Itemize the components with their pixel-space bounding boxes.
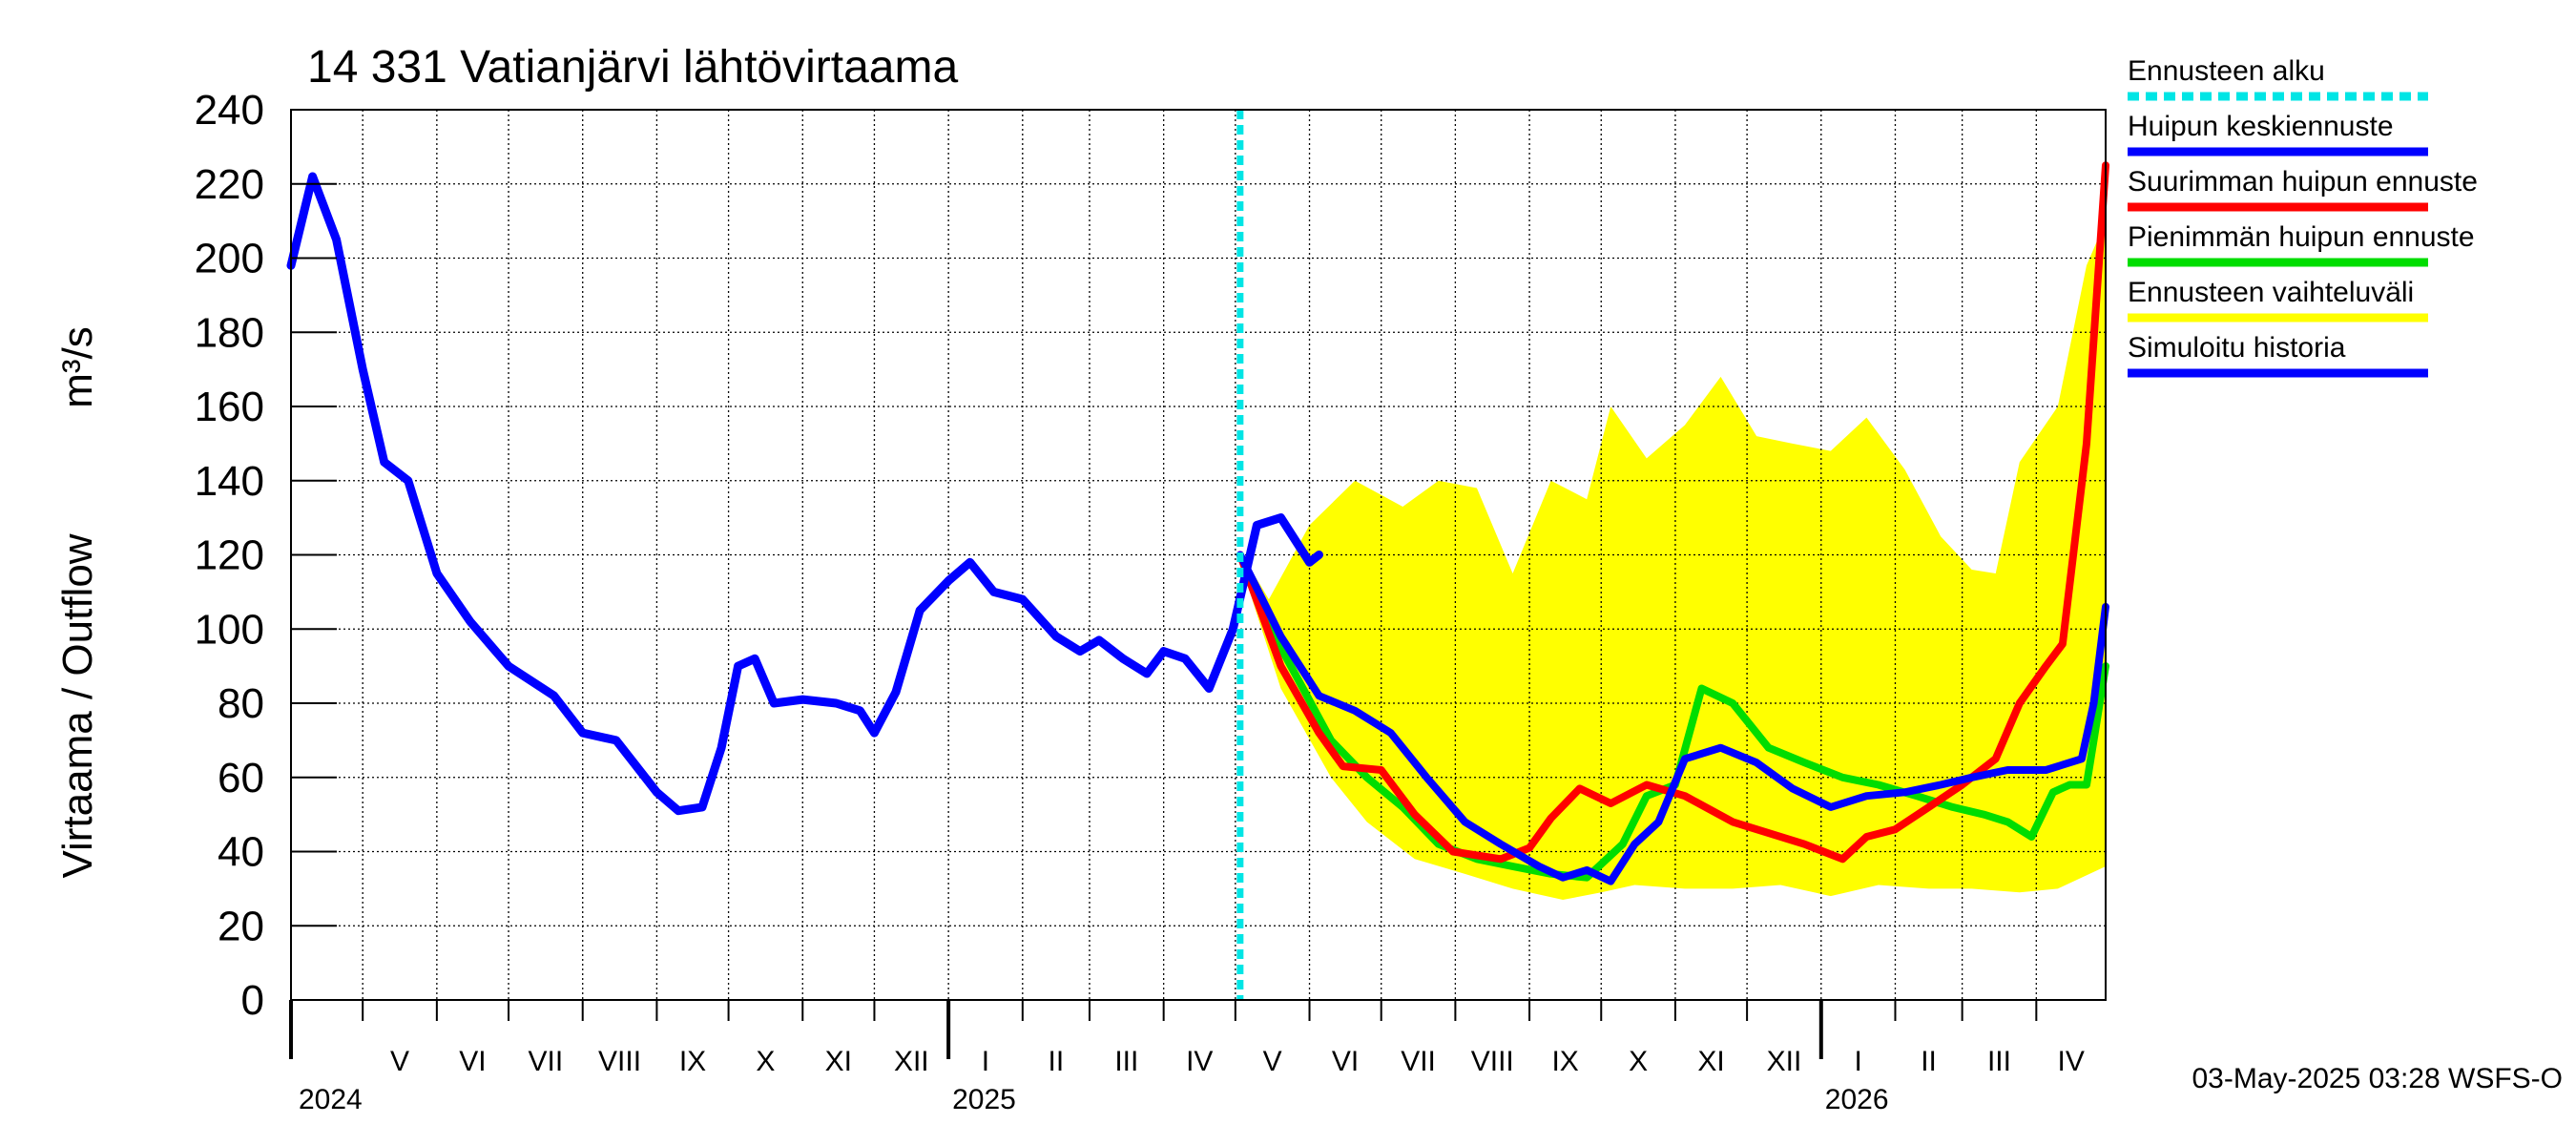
y-axis-label: Virtaama / Outflow	[54, 533, 101, 878]
month-label: XII	[894, 1046, 929, 1077]
y-tick-label: 0	[241, 977, 264, 1024]
legend-label: Ennusteen alku	[2128, 55, 2325, 87]
month-label: I	[1854, 1046, 1861, 1077]
y-tick-label: 60	[218, 755, 264, 802]
month-label: X	[1629, 1046, 1648, 1077]
month-label: III	[1987, 1046, 2011, 1077]
month-label: VII	[1401, 1046, 1436, 1077]
month-label: V	[1263, 1046, 1282, 1077]
legend-label: Ennusteen vaihteluväli	[2128, 277, 2414, 308]
legend-label: Suurimman huipun ennuste	[2128, 166, 2478, 198]
month-label: VI	[1332, 1046, 1359, 1077]
legend-label: Simuloitu historia	[2128, 332, 2346, 364]
y-tick-label: 20	[218, 903, 264, 949]
month-label: XI	[1697, 1046, 1724, 1077]
y-axis-unit: m³/s	[54, 326, 101, 408]
month-label: V	[390, 1046, 409, 1077]
plot-frame	[290, 109, 2107, 1001]
y-tick-label: 240	[195, 87, 264, 134]
month-label: VI	[459, 1046, 486, 1077]
y-tick-label: 180	[195, 309, 264, 356]
month-label: IX	[679, 1046, 706, 1077]
month-label: IX	[1551, 1046, 1578, 1077]
month-label: XII	[1767, 1046, 1802, 1077]
year-label: 2025	[952, 1084, 1016, 1115]
month-label: VIII	[1471, 1046, 1514, 1077]
month-label: II	[1921, 1046, 1937, 1077]
chart-title: 14 331 Vatianjärvi lähtövirtaama	[307, 42, 958, 93]
legend-label: Pienimmän huipun ennuste	[2128, 221, 2475, 253]
series-line-suurimman-huipun-ennuste	[1236, 161, 2109, 864]
series-line-simuloitu-historia	[286, 172, 1323, 816]
month-label: X	[756, 1046, 775, 1077]
series-line-pienimm-n-huipun-ennuste	[1236, 551, 2109, 882]
y-tick-label: 200	[195, 236, 264, 282]
y-tick-label: 140	[195, 458, 264, 505]
y-tick-label: 100	[195, 606, 264, 653]
series-line-huipun-keskiennuste	[1236, 551, 2109, 885]
month-label: II	[1049, 1046, 1065, 1077]
month-label: VIII	[598, 1046, 641, 1077]
forecast-range-band	[1239, 220, 2106, 901]
year-label: 2026	[1825, 1084, 1889, 1115]
month-label: IV	[1186, 1046, 1213, 1077]
y-tick-label: 160	[195, 384, 264, 430]
timestamp-footer: 03-May-2025 03:28 WSFS-O	[2192, 1063, 2564, 1094]
month-label: III	[1114, 1046, 1138, 1077]
month-label: IV	[2057, 1046, 2084, 1077]
y-tick-label: 220	[195, 161, 264, 208]
y-tick-label: 40	[218, 829, 264, 876]
y-tick-label: 80	[218, 680, 264, 727]
month-label: I	[982, 1046, 989, 1077]
month-label: VII	[529, 1046, 564, 1077]
year-label: 2024	[299, 1084, 363, 1115]
month-label: XI	[825, 1046, 852, 1077]
legend-label: Huipun keskiennuste	[2128, 111, 2394, 142]
y-tick-label: 120	[195, 532, 264, 579]
